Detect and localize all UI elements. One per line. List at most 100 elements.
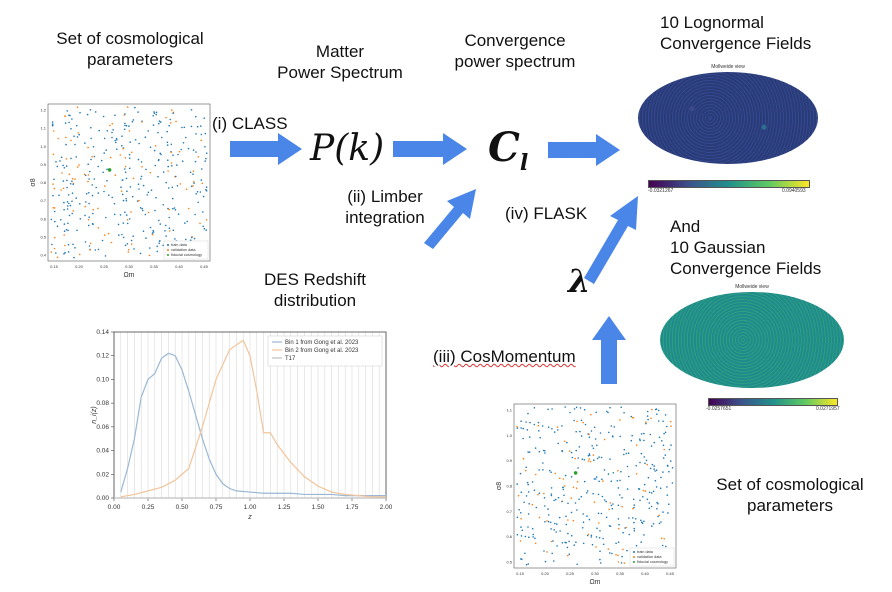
scatter-point — [620, 406, 622, 409]
scatter-point — [131, 120, 134, 123]
scatter-point — [561, 449, 563, 452]
scatter-point — [596, 457, 599, 460]
scatter-point — [660, 476, 662, 479]
scatter-point — [68, 173, 71, 176]
scatter-point — [651, 408, 653, 411]
scatter-point — [643, 534, 645, 536]
scatter-point — [590, 430, 593, 432]
scatter-point — [195, 115, 197, 118]
y-tick-label: 0.04 — [96, 448, 109, 455]
scatter-point — [527, 513, 530, 515]
series-line-2 — [120, 339, 386, 498]
scatter-point — [88, 245, 91, 247]
scatter-point — [192, 173, 194, 175]
scatter-point — [587, 433, 589, 435]
scatter-point — [53, 236, 56, 239]
scatter-point — [84, 142, 86, 144]
scatter-point — [103, 137, 106, 140]
scatter-point — [559, 477, 561, 479]
scatter-point — [62, 164, 64, 167]
scatter-point — [104, 185, 106, 187]
scatter-point — [102, 115, 105, 118]
scatter-point — [547, 408, 549, 411]
scatter-y-tick: 1.1 — [506, 408, 512, 413]
scatter-point — [204, 146, 206, 148]
scatter-point — [641, 522, 644, 525]
scatter-point — [128, 153, 131, 156]
scatter-point — [598, 537, 601, 539]
scatter-point — [142, 230, 145, 232]
scatter-point — [89, 170, 91, 173]
scatter-point — [646, 415, 649, 417]
scatter-point — [194, 160, 197, 163]
scatter-point — [130, 211, 132, 213]
scatter-point — [166, 130, 168, 133]
scatter-point — [586, 492, 588, 494]
cosmomentum-text: (iii) CosMomentum — [433, 347, 576, 366]
scatter-point — [124, 244, 127, 247]
scatter-point — [643, 432, 645, 435]
scatter-point — [197, 156, 200, 158]
scatter-point — [547, 514, 550, 516]
scatter-point — [555, 531, 557, 533]
scatter-point — [661, 544, 664, 547]
scatter-point — [71, 212, 73, 215]
scatter-point — [87, 163, 89, 165]
scatter-point — [617, 527, 620, 530]
scatter-point — [171, 197, 174, 200]
scatter-y-tick: 0.6 — [506, 534, 512, 539]
scatter-point — [153, 111, 155, 113]
scatter-point — [579, 407, 582, 409]
scatter-point — [200, 179, 203, 181]
scatter-point — [136, 200, 139, 202]
scatter-point — [566, 546, 569, 549]
scatter-point — [639, 438, 641, 440]
arrow-cosmomentum — [592, 316, 626, 384]
scatter-point — [561, 542, 564, 544]
scatter-point — [600, 512, 603, 515]
scatter-point — [603, 438, 606, 441]
scatter-point — [527, 563, 530, 565]
scatter-x-tick: 0.25 — [100, 264, 109, 269]
scatter-point — [133, 248, 135, 250]
scatter-point — [631, 434, 633, 437]
scatter-point — [60, 189, 62, 191]
scatter-point — [628, 475, 630, 478]
scatter-point — [521, 529, 524, 532]
arrow-cl-to-maps — [548, 134, 620, 166]
scatter-point — [613, 426, 616, 428]
scatter-point — [176, 164, 178, 166]
scatter-point — [575, 449, 577, 452]
scatter-point — [78, 164, 80, 166]
scatter-point — [641, 521, 643, 523]
scatter-point — [656, 501, 658, 504]
scatter-point — [576, 509, 578, 511]
scatter-point — [122, 199, 125, 202]
scatter-point — [70, 157, 72, 160]
scatter-point — [619, 479, 621, 482]
scatter-point — [551, 552, 553, 555]
scatter-point — [204, 160, 206, 162]
scatter-point — [131, 195, 134, 198]
scatter-point — [646, 463, 648, 466]
scatter-point — [63, 253, 65, 255]
scatter-point — [527, 451, 529, 453]
scatter-point — [533, 407, 536, 409]
scatter-point — [203, 227, 206, 230]
scatter-point — [181, 160, 184, 162]
scatter-point — [588, 518, 591, 521]
scatter-point — [623, 412, 625, 414]
scatter-x-tick: 0.30 — [125, 264, 134, 269]
scatter-point — [158, 242, 160, 245]
scatter-point — [97, 192, 100, 194]
scatter-point — [177, 213, 180, 215]
scatter-point — [156, 250, 159, 253]
y-tick-label: 0.08 — [96, 400, 109, 407]
scatter-point — [548, 469, 551, 472]
scatter-point — [519, 540, 522, 542]
scatter-point — [106, 130, 109, 132]
scatter-point — [132, 119, 135, 121]
scatter-point — [516, 426, 518, 428]
scatter-y-tick: 0.5 — [506, 560, 512, 565]
scatter-point — [195, 193, 197, 195]
